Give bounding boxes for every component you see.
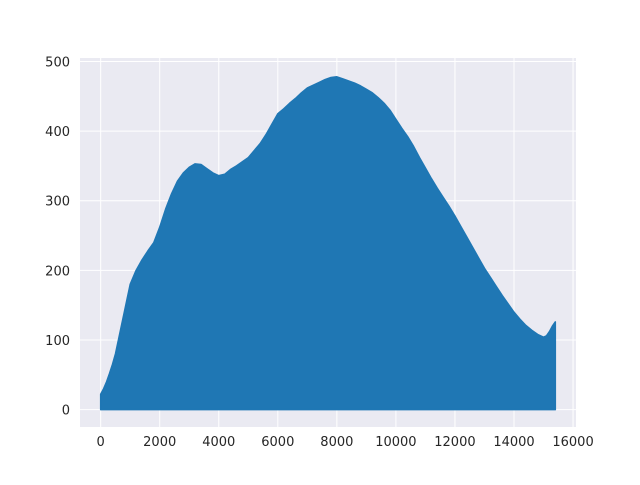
y-tick-label: 400: [45, 125, 70, 140]
x-axis: 0 2000 4000 6000 8000 10000 12000 14000 16000: [97, 435, 594, 450]
y-tick-label: 100: [45, 334, 70, 349]
y-tick-label: 0: [62, 404, 70, 419]
x-tick-label: 16000: [552, 435, 593, 450]
y-axis: 0 100 200 300 400 500: [45, 55, 70, 418]
x-tick-label: 8000: [320, 435, 353, 450]
x-tick-label: 4000: [202, 435, 235, 450]
y-tick-label: 300: [45, 195, 70, 210]
series-area: [99, 76, 557, 411]
y-tick-label: 500: [45, 55, 70, 70]
x-tick-label: 6000: [261, 435, 294, 450]
x-tick-label: 12000: [434, 435, 475, 450]
x-tick-label: 14000: [493, 435, 534, 450]
series-layer: [99, 76, 557, 411]
x-tick-label: 2000: [143, 435, 176, 450]
x-tick-label: 0: [97, 435, 105, 450]
y-tick-label: 200: [45, 264, 70, 279]
x-tick-label: 10000: [375, 435, 416, 450]
